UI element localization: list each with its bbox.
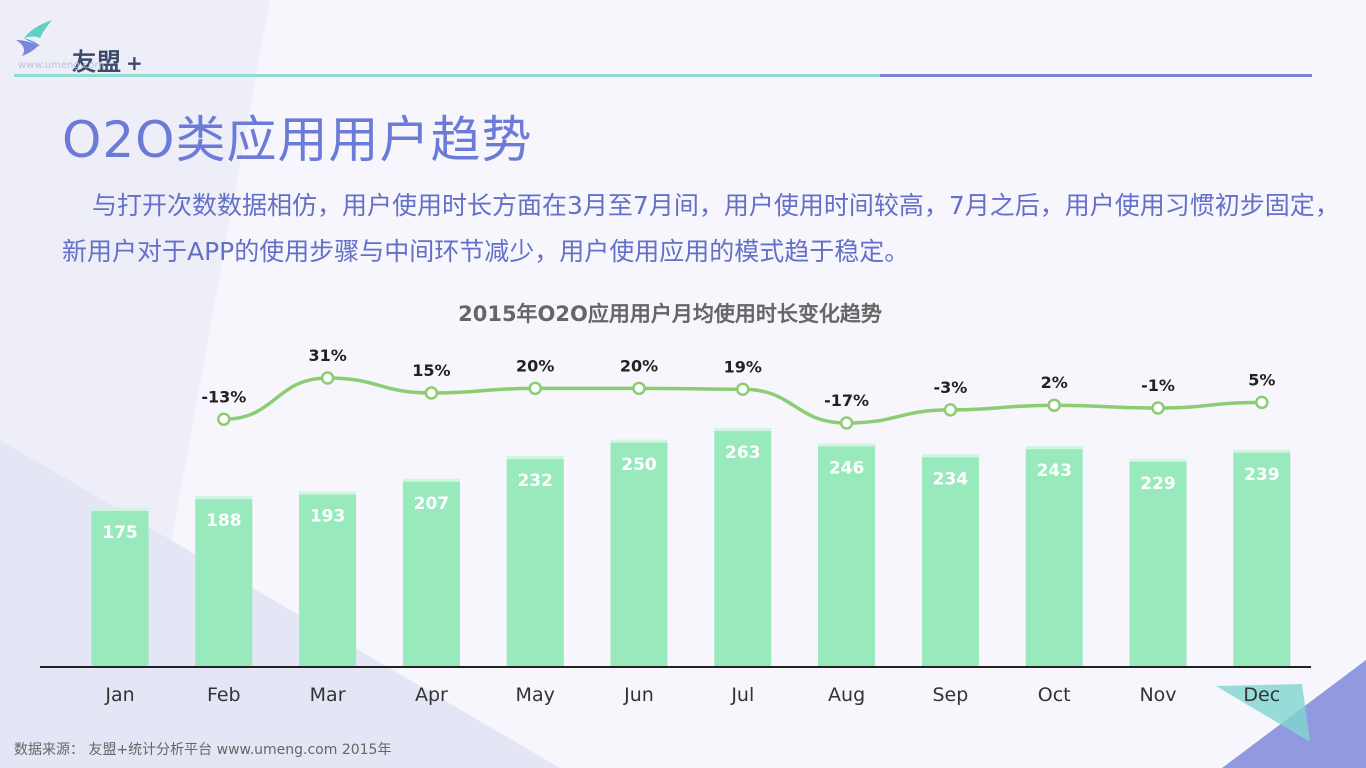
page-description: 与打开次数数据相仿，用户使用时长方面在3月至7月间，用户使用时间较高，7月之后，… (62, 191, 1340, 266)
brand-plus: + (126, 51, 144, 75)
bar-value-jan: 175 (102, 523, 138, 543)
growth-point-dec (1255, 395, 1269, 410)
growth-label-feb: -13% (201, 387, 246, 406)
month-label-oct: Oct (1038, 684, 1071, 706)
bar-aug (818, 443, 876, 667)
growth-label-apr: 15% (412, 361, 450, 380)
growth-point-may (528, 381, 542, 396)
bar-highlight-feb (195, 496, 253, 500)
growth-label-dec: 5% (1248, 370, 1275, 389)
bar-highlight-jan (91, 507, 149, 511)
bar-highlight-apr (402, 478, 460, 482)
growth-point-mar (320, 371, 335, 385)
bar-value-feb: 188 (206, 511, 242, 531)
month-label-aug: Aug (828, 684, 865, 706)
growth-label-jun: 20% (620, 356, 658, 375)
growth-point-nov (1151, 401, 1165, 415)
month-label-jul: Jul (730, 684, 754, 706)
data-source-note: 数据来源： 友盟+统计分析平台 www.umeng.com 2015年 (14, 742, 392, 758)
bar-value-jun: 250 (621, 455, 657, 475)
bar-value-sep: 234 (933, 469, 969, 489)
month-label-apr: Apr (415, 684, 448, 706)
brand-url: www.umeng.com (18, 60, 105, 71)
growth-point-aug (839, 416, 854, 430)
growth-point-jul (736, 382, 750, 396)
growth-label-sep: -3% (933, 378, 967, 397)
bar-value-jul: 263 (725, 443, 761, 463)
bar-mar (299, 491, 357, 667)
growth-point-jun (632, 381, 646, 396)
bar-may (506, 456, 564, 667)
bar-value-dec: 239 (1244, 465, 1280, 485)
bar-highlight-jul (714, 428, 772, 431)
month-label-jan: Jan (104, 684, 134, 706)
bg-corner-teal (1216, 684, 1310, 742)
bar-highlight-may (506, 456, 564, 460)
growth-point-oct (1047, 398, 1061, 412)
month-label-may: May (516, 684, 555, 706)
bar-highlight-mar (299, 491, 357, 495)
bar-value-nov: 229 (1140, 474, 1176, 494)
bar-apr (402, 478, 460, 667)
bar-value-mar: 193 (310, 507, 346, 527)
month-label-jun: Jun (623, 684, 654, 706)
header-divider-violet (880, 74, 1312, 77)
month-label-nov: Nov (1139, 684, 1176, 706)
brand-name: 友盟 + (72, 48, 144, 76)
bar-highlight-jun (610, 439, 668, 443)
bar-jun (610, 439, 668, 667)
month-label-feb: Feb (207, 684, 241, 706)
bar-jul (714, 428, 772, 667)
bar-highlight-oct (1025, 446, 1083, 450)
growth-point-sep (943, 403, 958, 417)
bar-highlight-dec (1233, 449, 1291, 453)
brand-logo: 友盟 + www.umeng.com (14, 16, 154, 76)
bar-dec (1233, 449, 1291, 667)
bar-value-may: 232 (517, 471, 553, 491)
bar-oct (1025, 446, 1083, 667)
growth-point-apr (424, 386, 439, 400)
growth-label-mar: 31% (308, 346, 346, 365)
growth-label-may: 20% (516, 356, 554, 375)
growth-point-feb (217, 412, 231, 426)
bar-nov (1129, 458, 1187, 667)
bar-value-aug: 246 (829, 458, 865, 478)
month-label-mar: Mar (310, 684, 346, 706)
month-label-dec: Dec (1243, 684, 1280, 706)
bar-highlight-sep (921, 454, 979, 458)
chart-title: 2015年O2O应用用户月均使用时长变化趋势 (458, 302, 882, 326)
bar-jan (91, 507, 149, 667)
growth-label-oct: 2% (1041, 373, 1068, 392)
bar-feb (195, 496, 253, 667)
bar-highlight-aug (818, 443, 876, 447)
month-label-sep: Sep (932, 684, 968, 706)
growth-label-jul: 19% (724, 357, 762, 376)
growth-label-nov: -1% (1141, 376, 1175, 395)
growth-label-aug: -17% (824, 391, 869, 410)
bar-highlight-nov (1129, 458, 1187, 462)
umeng-bird-icon (16, 20, 52, 56)
usage-duration-chart: 175 Jan 188 Feb 193 Mar 207 Apr 232 May 250 Jun 263 J… (40, 346, 1311, 706)
bar-value-oct: 243 (1036, 461, 1072, 481)
bar-value-apr: 207 (414, 494, 450, 514)
header-divider-teal (14, 74, 880, 77)
page-title: O2O类应用用户趋势 (62, 111, 533, 169)
bar-sep (921, 454, 979, 667)
